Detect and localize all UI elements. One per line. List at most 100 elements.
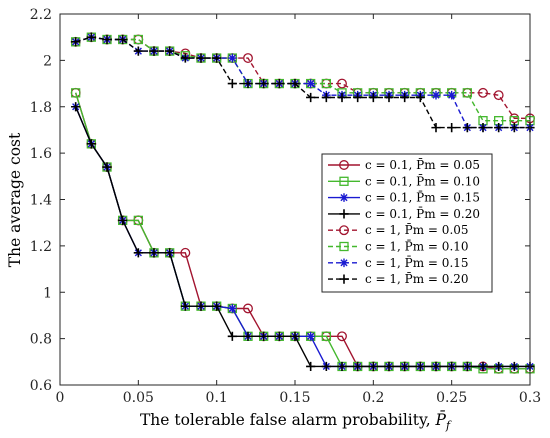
- data-point: [71, 88, 81, 98]
- data-point: [368, 361, 378, 372]
- data-point: [321, 92, 331, 103]
- legend-marker: [339, 241, 349, 252]
- data-point: [196, 301, 206, 311]
- legend-entry: c = 1, P̄m = 0.05: [328, 222, 469, 237]
- x-axis-label: The tolerable false alarm probability, P…: [140, 411, 452, 432]
- data-point: [462, 361, 472, 372]
- legend-label: c = 0.1, P̄m = 0.10: [365, 173, 480, 188]
- data-point: [494, 361, 504, 372]
- data-point: [384, 92, 394, 103]
- data-point: [102, 162, 112, 172]
- data-point: [243, 53, 253, 64]
- axis-ticks: 0 0.05 0.1 0.15 0.2 0.25 0.3 0.6 0.8 1 1.2 1.4 1.6 1.…: [30, 7, 541, 406]
- data-point: [462, 123, 472, 133]
- data-point: [306, 332, 315, 341]
- data-point: [133, 46, 143, 56]
- data-point: [274, 78, 284, 89]
- data-point: [212, 53, 222, 63]
- data-point: [133, 34, 143, 45]
- data-point: [259, 331, 269, 341]
- data-point: [306, 79, 315, 88]
- data-point: [400, 361, 410, 372]
- data-point: [447, 123, 457, 133]
- data-point: [133, 215, 143, 226]
- data-point: [431, 90, 441, 100]
- data-point: [71, 37, 81, 47]
- data-point: [102, 34, 112, 45]
- y-tick-label: 1.4: [30, 193, 52, 209]
- data-point: [447, 361, 457, 372]
- y-axis-label: The average cost: [6, 132, 24, 267]
- data-point: [509, 361, 519, 372]
- x-tick-label: 0.1: [206, 390, 228, 406]
- legend-marker: [339, 258, 349, 268]
- data-point: [243, 78, 253, 89]
- data-point: [321, 361, 331, 372]
- data-point: [212, 301, 222, 311]
- data-point: [337, 361, 347, 372]
- x-tick-label: 0.25: [436, 390, 467, 406]
- data-point: [180, 301, 190, 311]
- data-point: [86, 139, 96, 149]
- data-point: [493, 90, 504, 101]
- data-point: [337, 78, 347, 89]
- y-tick-label: 1.2: [30, 239, 52, 255]
- legend-label: c = 0.1, P̄m = 0.20: [365, 206, 480, 221]
- series-8: [71, 32, 535, 133]
- data-point: [306, 92, 316, 103]
- y-tick-label: 0.6: [30, 378, 52, 394]
- data-point: [384, 361, 394, 372]
- data-point: [228, 304, 237, 313]
- legend-marker: [339, 193, 349, 202]
- legend-label: c = 0.1, P̄m = 0.15: [365, 189, 480, 204]
- x-tick-label: 0: [56, 390, 65, 406]
- legend-label: c = 1, P̄m = 0.05: [365, 222, 469, 237]
- legend-entry: c = 0.1, P̄m = 0.20: [328, 206, 480, 221]
- data-point: [228, 53, 237, 63]
- legend: c = 0.1, P̄m = 0.05c = 0.1, P̄m = 0.10c …: [321, 153, 493, 293]
- x-tick-label: 0.2: [362, 390, 384, 406]
- legend-entry: c = 0.1, P̄m = 0.15: [328, 189, 480, 205]
- legend-label: c = 1, P̄m = 0.15: [365, 255, 469, 270]
- data-point: [180, 247, 191, 258]
- data-point: [368, 92, 378, 103]
- data-point: [227, 78, 237, 89]
- legend-entry: c = 1, P̄m = 0.20: [328, 271, 469, 286]
- legend-marker: [339, 176, 349, 186]
- data-point: [415, 92, 425, 103]
- legend-marker: [339, 274, 349, 284]
- data-point: [337, 92, 347, 103]
- legend-label: c = 1, P̄m = 0.20: [365, 271, 469, 286]
- data-point: [478, 87, 488, 98]
- data-point: [196, 53, 206, 63]
- data-point: [274, 331, 284, 341]
- data-point: [118, 215, 128, 225]
- data-point: [431, 361, 441, 372]
- y-tick-label: 2: [43, 53, 52, 69]
- x-tick-label: 0.15: [279, 390, 310, 406]
- data-point: [227, 331, 237, 341]
- data-point: [462, 88, 472, 98]
- legend-marker: [339, 160, 349, 170]
- y-tick-label: 1.6: [30, 146, 52, 162]
- data-point: [165, 46, 175, 56]
- data-point: [447, 90, 456, 100]
- data-point: [494, 123, 504, 133]
- data-point: [165, 248, 175, 258]
- legend-marker: [339, 209, 349, 219]
- data-point: [306, 361, 316, 372]
- legend-label: c = 1, P̄m = 0.10: [365, 238, 469, 253]
- data-point: [259, 78, 269, 89]
- legend-entry: c = 0.1, P̄m = 0.05: [328, 157, 480, 172]
- y-tick-label: 2.2: [30, 7, 52, 23]
- y-tick-label: 0.8: [30, 332, 52, 348]
- data-point: [478, 123, 488, 133]
- legend-label: c = 0.1, P̄m = 0.05: [365, 157, 480, 172]
- y-tick-label: 1.8: [30, 100, 52, 116]
- x-tick-label: 0.05: [123, 390, 154, 406]
- data-point: [243, 331, 253, 341]
- data-point: [71, 102, 81, 112]
- series-4: [71, 102, 535, 372]
- data-point: [353, 92, 363, 103]
